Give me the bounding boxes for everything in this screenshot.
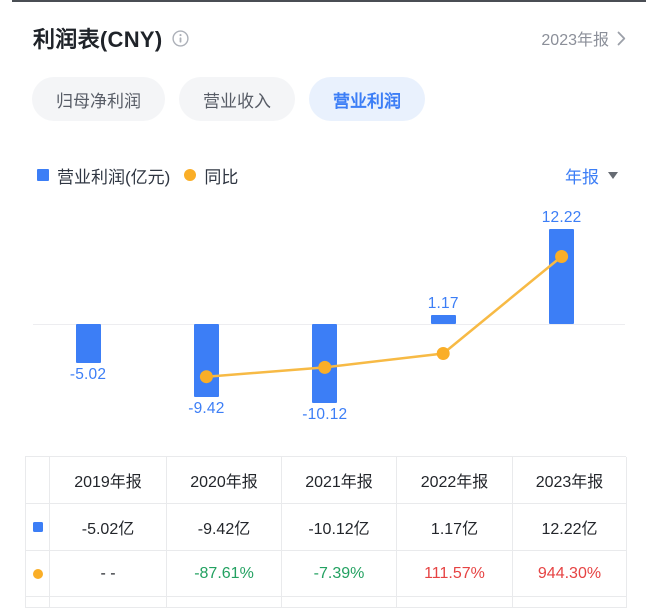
bar-series-swatch-icon [32, 522, 43, 532]
table-header-cell [26, 457, 50, 504]
line-series-swatch-icon [184, 169, 197, 181]
line-series-legend-label: 同比 [204, 167, 239, 187]
frequency-label: 年报 [565, 167, 599, 187]
frequency-dropdown[interactable]: 年报 [565, 163, 618, 188]
table-cell: -87.61% [167, 551, 282, 597]
table-next-row-cropped [50, 597, 167, 608]
bar-2023年报[interactable] [549, 228, 575, 324]
bar-2022年报[interactable] [430, 314, 456, 324]
bar-value-label: 12.22 [541, 208, 582, 226]
bar-2021年报[interactable] [312, 324, 338, 403]
table-header-cell: 2020年报 [167, 457, 282, 504]
line-series-swatch-icon [32, 568, 43, 579]
table-next-row-cropped [397, 597, 513, 608]
bar-series-swatch-icon [37, 169, 49, 181]
period-selector[interactable]: 2023年报 [541, 26, 626, 50]
bar-series: -5.02 -9.42 -10.12 1.17 12.22 [0, 200, 646, 440]
table-header-cell: 2023年报 [513, 457, 627, 504]
tab-bar: 归母净利润 营业收入 营业利润 [32, 77, 425, 121]
panel-header: 利润表(CNY) 2023年报 [33, 21, 626, 55]
table-row-icon-cell [26, 551, 50, 597]
page-title: 利润表(CNY) [33, 27, 163, 52]
info-icon[interactable] [171, 29, 189, 47]
table-cell: -7.39% [282, 551, 397, 597]
table-next-row-cropped [26, 597, 50, 608]
table-cell: 944.30% [513, 551, 627, 597]
tab-operating-profit[interactable]: 营业利润 [309, 77, 425, 121]
table-next-row-cropped [282, 597, 397, 608]
table-cell: -5.02亿 [50, 504, 167, 551]
table-cell: 1.17亿 [397, 504, 513, 551]
table-cell: 12.22亿 [513, 504, 627, 551]
bar-2020年报[interactable] [193, 324, 219, 398]
top-divider [12, 0, 646, 2]
chart-area[interactable]: -5.02 -9.42 -10.12 1.17 12.22 [0, 200, 646, 440]
table-header-cell: 2022年报 [397, 457, 513, 504]
caret-down-icon [608, 171, 618, 179]
bar-value-label: -5.02 [69, 366, 107, 384]
bar-series-legend-label: 营业利润(亿元) [57, 167, 171, 187]
table-cell: -10.12亿 [282, 504, 397, 551]
bar-2019年报[interactable] [75, 324, 101, 364]
bar-value-label: -10.12 [302, 405, 348, 423]
tab-operating-revenue[interactable]: 营业收入 [179, 77, 295, 121]
bar-value-label: 1.17 [427, 294, 459, 312]
period-label: 2023年报 [541, 32, 609, 49]
table-next-row-cropped [167, 597, 282, 608]
chevron-right-icon [617, 31, 626, 45]
title-wrap: 利润表(CNY) [33, 22, 189, 54]
table-cell: -9.42亿 [167, 504, 282, 551]
chart-legend: 营业利润(亿元) 同比 年报 [37, 166, 618, 187]
data-table: 2019年报 2020年报 2021年报 2022年报 2023年报 -5.02亿 -9.4… [25, 456, 627, 608]
tab-guimu-net-profit[interactable]: 归母净利润 [32, 77, 165, 121]
table-header-cell: 2019年报 [50, 457, 167, 504]
bar-value-label: -9.42 [188, 400, 225, 418]
table-next-row-cropped [513, 597, 627, 608]
table-header-cell: 2021年报 [282, 457, 397, 504]
table-cell: - - [50, 551, 167, 597]
table-cell: 111.57% [397, 551, 513, 597]
table-row-icon-cell [26, 504, 50, 551]
